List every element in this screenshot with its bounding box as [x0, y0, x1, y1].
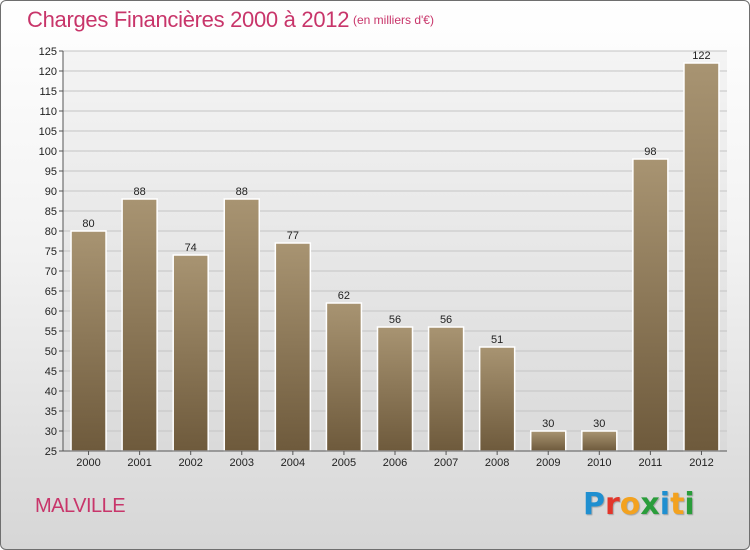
- logo-letter: r: [605, 487, 620, 522]
- data-label: 30: [542, 418, 554, 430]
- x-tick-label: 2005: [332, 457, 356, 469]
- bar-2002: [172, 254, 209, 452]
- bar-2000: [70, 230, 107, 452]
- chart-unit: (en milliers d'€): [353, 13, 434, 27]
- y-tick-label: 25: [45, 446, 57, 458]
- logo-letter: o: [619, 487, 641, 522]
- y-tick-label: 75: [45, 246, 57, 258]
- bar-2005: [325, 302, 363, 452]
- y-tick-label: 85: [45, 206, 57, 218]
- data-label: 62: [338, 290, 350, 302]
- y-tick-label: 65: [45, 286, 57, 298]
- bar-2007: [427, 326, 465, 452]
- x-axis: 2000 2001 2002 2003 2004 2005 2006 2007 2008 2009…: [63, 450, 727, 469]
- x-tick-label: 2012: [689, 457, 713, 469]
- bar-2004: [274, 242, 312, 452]
- y-tick-label: 125: [39, 46, 57, 58]
- y-tick-label: 30: [45, 426, 57, 438]
- x-tick-label: 2011: [639, 457, 663, 469]
- x-tick-label: 2009: [536, 457, 560, 469]
- y-tick-label: 115: [39, 86, 57, 98]
- data-label: 56: [440, 314, 452, 326]
- bar-2008: [478, 346, 516, 452]
- y-tick-label: 80: [45, 226, 57, 238]
- y-tick-label: 50: [45, 346, 57, 358]
- y-tick-label: 45: [45, 366, 57, 378]
- logo-letter: i: [684, 487, 695, 522]
- logo-letter: i: [659, 487, 671, 522]
- logo-letter: t: [670, 487, 685, 522]
- data-label: 98: [644, 146, 656, 158]
- bar-2003: [223, 198, 261, 452]
- logo-letter: P: [583, 487, 605, 522]
- bars: 80 88 74 88 77 62 56 56 51 30 30 98 122: [70, 50, 720, 452]
- x-tick-label: 2000: [76, 457, 100, 469]
- town-name: MALVILLE: [35, 495, 126, 517]
- x-tick-label: 2004: [281, 457, 305, 469]
- x-tick-label: 2008: [485, 457, 509, 469]
- y-tick-label: 55: [45, 326, 57, 338]
- y-tick-label: 105: [39, 126, 57, 138]
- y-tick-label: 70: [45, 266, 57, 278]
- y-tick-label: 35: [45, 406, 57, 418]
- data-label: 122: [692, 50, 710, 62]
- bar-2011: [632, 158, 669, 452]
- y-axis: 25 30 35 40 45 50 55 60 65 70 75 80 85 90 95 100 105 110 1…: [39, 46, 64, 458]
- logo-letter: x: [640, 487, 660, 522]
- bar-2009: [529, 430, 567, 452]
- data-label: 88: [236, 186, 248, 198]
- y-tick-label: 100: [39, 146, 57, 158]
- x-tick-label: 2001: [127, 457, 151, 469]
- y-tick-label: 60: [45, 306, 57, 318]
- chart-title: Charges Financières 2000 à 2012: [27, 7, 350, 32]
- x-tick-label: 2007: [434, 457, 458, 469]
- x-tick-label: 2010: [587, 457, 611, 469]
- data-label: 30: [593, 418, 605, 430]
- bar-2010: [581, 430, 618, 452]
- x-tick-label: 2006: [383, 457, 407, 469]
- y-tick-label: 90: [45, 186, 57, 198]
- y-tick-label: 40: [45, 386, 57, 398]
- data-label: 56: [389, 314, 401, 326]
- bar-2001: [121, 198, 158, 452]
- y-tick-label: 110: [39, 106, 57, 118]
- y-tick-label: 95: [45, 166, 57, 178]
- x-tick-label: 2002: [178, 457, 202, 469]
- data-label: 74: [185, 242, 197, 254]
- bar-2006: [376, 326, 414, 452]
- bar-2012: [683, 62, 720, 452]
- data-label: 88: [133, 186, 145, 198]
- x-tick-label: 2003: [230, 457, 254, 469]
- data-label: 51: [491, 334, 503, 346]
- proxiti-logo[interactable]: Proxiti: [583, 487, 695, 522]
- y-tick-label: 120: [39, 66, 57, 78]
- data-label: 77: [287, 230, 299, 242]
- data-label: 80: [82, 218, 94, 230]
